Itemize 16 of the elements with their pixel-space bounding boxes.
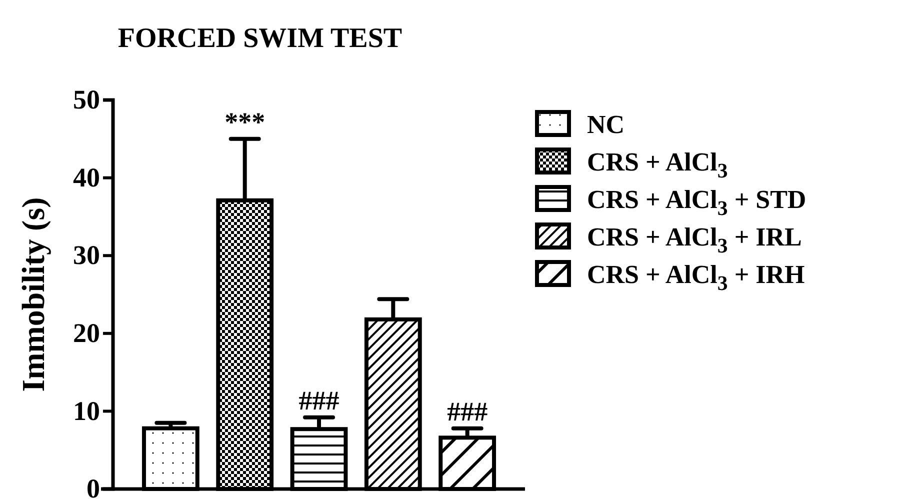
y-axis-title: Immobility (s) [15,197,51,392]
y-tick-label: 10 [73,396,100,426]
annotation: ### [447,396,488,426]
legend-label: CRS + AlCl$_{3}$ + IRH [587,260,805,296]
legend-label: CRS + AlCl$_{3}$ + IRL [587,222,802,258]
y-tick-label: 0 [86,474,100,499]
legend-label: NC [587,110,625,139]
y-tick-label: 40 [73,162,100,192]
y-tick-label: 20 [73,318,100,348]
legend-label: CRS + AlCl$_{3}$ [587,148,728,183]
annotation: ### [298,385,340,416]
legend-label: CRS + AlCl$_{3}$ + STD [587,185,806,220]
y-tick-label: 30 [73,240,100,270]
y-tick-label: 50 [73,84,100,115]
chart-title: FORCED SWIM TEST [118,23,402,54]
annotation: *** [224,106,266,137]
